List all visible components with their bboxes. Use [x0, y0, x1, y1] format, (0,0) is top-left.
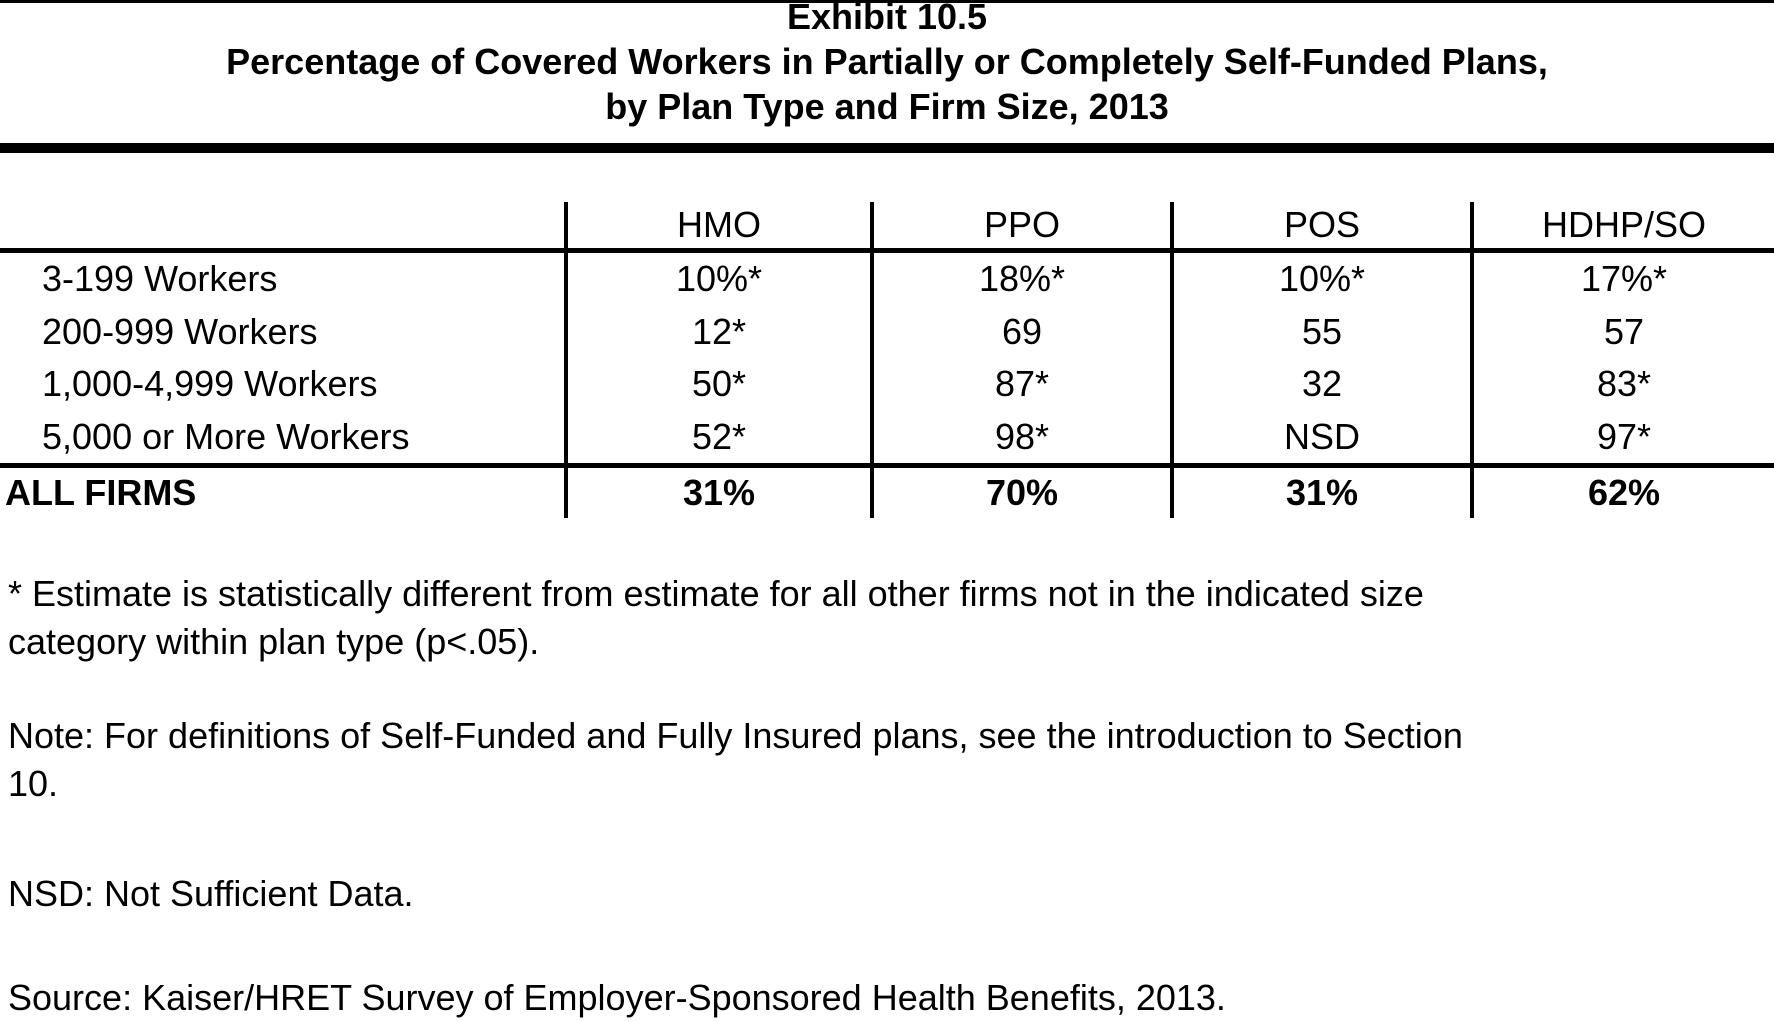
cell-value: 31%: [564, 468, 870, 518]
footnote-definitions-line-2: 10.: [8, 763, 59, 804]
row-label: 200-999 Workers: [42, 310, 318, 352]
cell-value: NSD: [1170, 410, 1470, 463]
cell-value: 57: [1470, 305, 1774, 358]
col-header-hmo: HMO: [564, 202, 870, 248]
self-funded-plans-table: HMO PPO POS HDHP/SO 3-199 Workers 10%* 1…: [0, 202, 1774, 518]
table-row-200-999-workers: 200-999 Workers 12* 69 55 57: [0, 305, 1774, 358]
footnote-significance: * Estimate is statistically different fr…: [8, 570, 1424, 666]
footnote-significance-line-2: category within plan type (p<.05).: [8, 621, 540, 662]
cell-value: 70%: [870, 468, 1170, 518]
row-label: 1,000-4,999 Workers: [42, 363, 378, 405]
col-header-ppo: PPO: [870, 202, 1170, 248]
page-top-edge-line: [0, 0, 1774, 3]
cell-value: 10%*: [564, 253, 870, 306]
title-divider-rule: [0, 143, 1774, 153]
footnote-significance-line-1: * Estimate is statistically different fr…: [8, 573, 1424, 614]
exhibit-title-block: Exhibit 10.5 Percentage of Covered Worke…: [0, 0, 1774, 129]
cell-value: 10%*: [1170, 253, 1470, 306]
footnote-definitions-note: Note: For definitions of Self-Funded and…: [8, 712, 1463, 808]
row-label: 3-199 Workers: [42, 258, 278, 300]
cell-value: 52*: [564, 410, 870, 463]
footnote-definitions-line-1: Note: For definitions of Self-Funded and…: [8, 715, 1463, 756]
col-header-pos: POS: [1170, 202, 1470, 248]
footnote-nsd: NSD: Not Sufficient Data.: [8, 873, 414, 914]
cell-value: 18%*: [870, 253, 1170, 306]
cell-value: 31%: [1170, 468, 1470, 518]
table-row-5000-or-more-workers: 5,000 or More Workers 52* 98* NSD 97*: [0, 410, 1774, 463]
cell-value: 69: [870, 305, 1170, 358]
exhibit-title-line-1: Percentage of Covered Workers in Partial…: [226, 41, 1548, 82]
col-header-hdhpso: HDHP/SO: [1470, 202, 1774, 248]
row-label: 5,000 or More Workers: [42, 415, 410, 457]
table-row-1000-4999-workers: 1,000-4,999 Workers 50* 87* 32 83*: [0, 358, 1774, 411]
exhibit-number: Exhibit 10.5: [786, 0, 988, 37]
header-bottom-rule: [0, 248, 1774, 253]
cell-value: 62%: [1470, 468, 1774, 518]
table-header-row: HMO PPO POS HDHP/SO: [0, 202, 1774, 248]
table-row-3-199-workers: 3-199 Workers 10%* 18%* 10%* 17%*: [0, 253, 1774, 306]
total-row-top-rule: [0, 463, 1774, 468]
cell-value: 55: [1170, 305, 1470, 358]
footnote-source: Source: Kaiser/HRET Survey of Employer-S…: [8, 977, 1226, 1018]
cell-value: 98*: [870, 410, 1170, 463]
cell-value: 50*: [564, 358, 870, 411]
exhibit-title-line-2: by Plan Type and Firm Size, 2013: [605, 86, 1169, 127]
cell-value: 87*: [870, 358, 1170, 411]
col-header-empty: [0, 202, 564, 248]
cell-value: 97*: [1470, 410, 1774, 463]
cell-value: 32: [1170, 358, 1470, 411]
row-label: ALL FIRMS: [5, 472, 197, 513]
cell-value: 17%*: [1470, 253, 1774, 306]
cell-value: 12*: [564, 305, 870, 358]
table-row-all-firms: ALL FIRMS 31% 70% 31% 62%: [0, 468, 1774, 518]
cell-value: 83*: [1470, 358, 1774, 411]
